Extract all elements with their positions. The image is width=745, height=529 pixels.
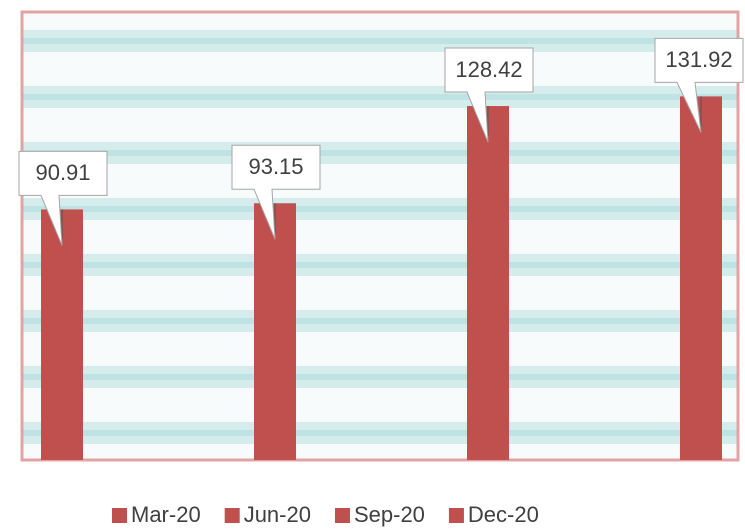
bar xyxy=(254,203,296,460)
data-label: 93.15 xyxy=(248,154,303,179)
legend-swatch xyxy=(334,508,350,523)
callout xyxy=(654,37,744,133)
bar xyxy=(680,96,722,460)
legend-label: Mar-20 xyxy=(131,502,201,527)
legend-label: Jun-20 xyxy=(244,502,311,527)
data-label: 90.91 xyxy=(35,160,90,185)
legend-label: Sep-20 xyxy=(354,502,425,527)
legend-swatch xyxy=(448,508,464,523)
data-label: 131.92 xyxy=(665,47,732,72)
legend-label: Dec-20 xyxy=(468,502,539,527)
bar xyxy=(41,209,83,460)
bar xyxy=(467,106,509,461)
plot-area xyxy=(20,10,740,462)
callout xyxy=(231,144,321,240)
callout xyxy=(18,150,108,246)
legend-swatch xyxy=(112,508,127,523)
data-label: 128.42 xyxy=(455,57,522,82)
callout xyxy=(444,47,534,143)
legend-swatch xyxy=(224,508,240,523)
